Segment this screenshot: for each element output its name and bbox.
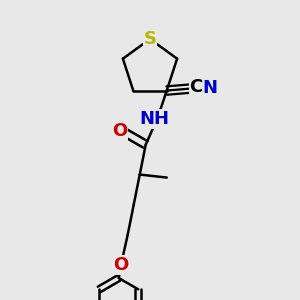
Text: S: S [143, 30, 157, 48]
Text: N: N [203, 79, 218, 97]
Text: NH: NH [140, 110, 170, 128]
Text: O: O [112, 256, 128, 274]
Text: O: O [112, 122, 127, 140]
Text: C: C [189, 78, 202, 96]
